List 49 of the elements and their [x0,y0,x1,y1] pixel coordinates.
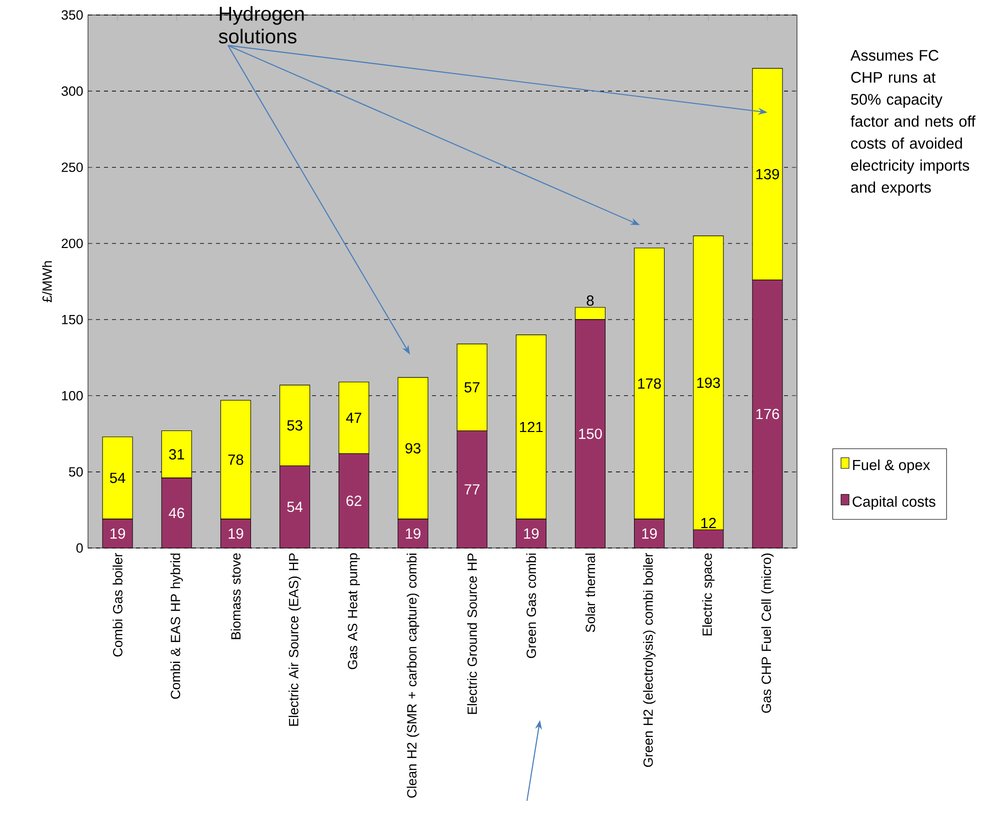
data-label: 78 [228,454,244,465]
x-tick-label: Green H2 (electrolysis) combi boiler [643,552,656,767]
data-label: 54 [287,502,303,512]
data-label: 176 [756,408,780,420]
y-axis-title: £/MWh [42,261,52,302]
y-tick-label: 250 [62,162,83,172]
data-label: 193 [697,378,720,388]
y-tick-label: 0 [76,543,83,553]
y-tick-label: 200 [62,238,83,248]
data-label: 19 [110,528,126,539]
data-label: 93 [406,443,420,454]
x-tick-label: Biomass stove [230,553,241,640]
x-tick-label: Clean H2 (SMR + carbon capture) combi [406,554,420,798]
data-label: 19 [406,528,420,539]
data-label: 62 [346,496,362,506]
data-label: 53 [287,420,302,431]
x-tick-label: Green Gas combi [526,554,536,658]
y-tick-label: 150 [62,314,83,324]
y-tick-label: 100 [62,390,83,400]
legend-label: Fuel & opex [853,459,930,474]
x-tick-label: Combi & EAS HP hybrid [170,554,183,699]
x-tick-label: Solar thermal [585,554,596,632]
data-label: 57 [464,382,480,392]
x-tick-label: Gas AS Heat pump [348,553,360,670]
data-label: 77 [464,484,480,494]
x-tick-label: Electric Air Source (EAS) HP [288,553,302,726]
data-label: 139 [756,168,780,180]
data-label: 19 [642,528,657,539]
data-label: 31 [169,449,184,460]
x-tick-label: Gas CHP Fuel Cell (micro) [761,554,774,713]
data-label: 46 [168,508,184,518]
text: Assumes FC CHP runs at 50% capacity factor and nets off costs of avoided electricity imports and exports [850,50,976,196]
data-label: 8 [586,295,594,306]
data-label: 54 [110,472,126,484]
x-tick-label: Electric space [702,553,715,636]
x-tick-label: Combi Gas boiler [112,552,122,657]
data-label: 150 [579,428,602,439]
data-label: 47 [346,412,362,423]
data-label: 121 [520,422,543,432]
data-label: 12 [701,518,716,528]
y-tick-label: 350 [62,10,83,20]
annotation: Hydrogen solutions [218,6,304,44]
data-label: 19 [228,528,244,539]
x-tick-label: Electric Ground Source HP [467,553,477,714]
y-tick-label: 50 [69,467,83,477]
data-label: 178 [638,378,661,389]
y-tick-label: 300 [62,86,83,96]
data-label: 19 [524,528,539,539]
legend-label: Capital costs [852,496,936,510]
